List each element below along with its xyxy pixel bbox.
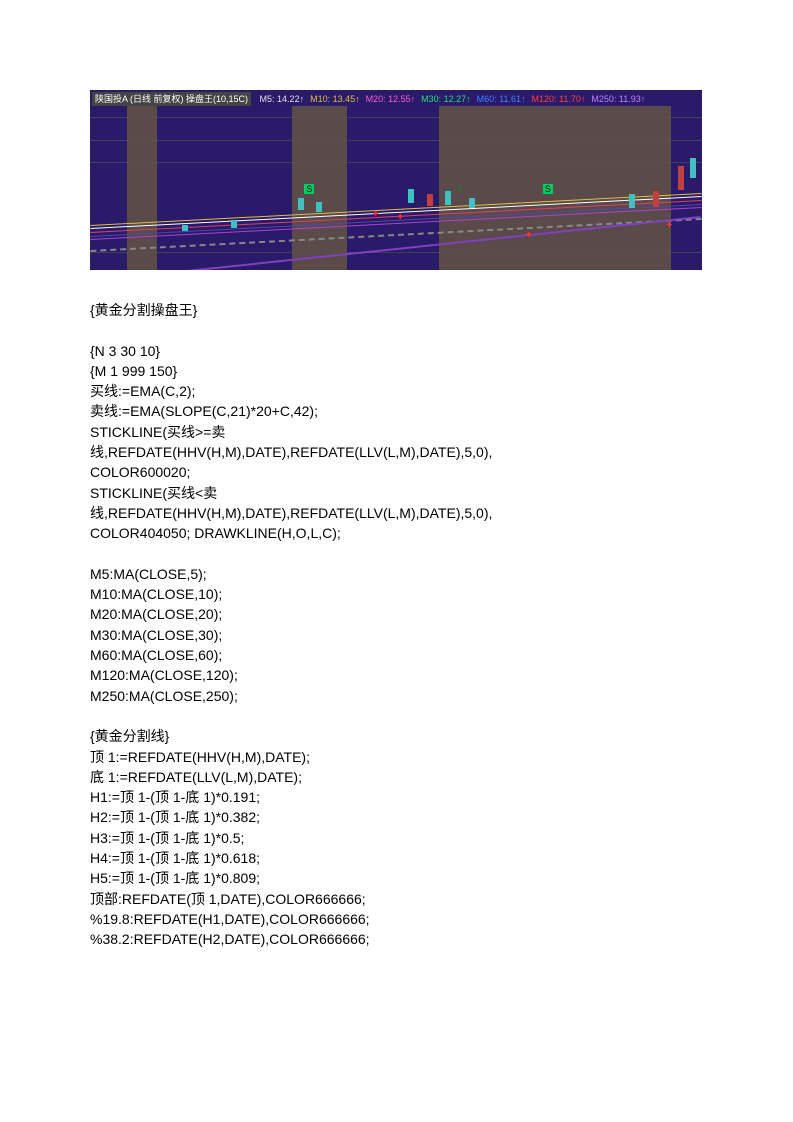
- down-arrow-icon: ↓: [457, 180, 463, 194]
- candle: [629, 194, 635, 208]
- code-line: {N 3 30 10}: [90, 341, 703, 361]
- candle: [231, 220, 237, 228]
- ma-indicator: M5: 14.22: [260, 92, 305, 106]
- code-line: H4:=顶 1-(顶 1-底 1)*0.618;: [90, 848, 703, 868]
- ma-indicator: M60: 11.61: [477, 92, 526, 106]
- candle: [690, 158, 696, 178]
- code-line: H1:=顶 1-(顶 1-底 1)*0.191;: [90, 787, 703, 807]
- chart-title: 陕国投A (日线 前复权) 操盘王(10,15C): [92, 92, 251, 106]
- red-mark-icon: ✦: [665, 220, 673, 231]
- code-line: {M 1 999 150}: [90, 361, 703, 381]
- red-mark-icon: ✦: [396, 212, 404, 223]
- gridline: [90, 162, 702, 163]
- signal-s-label: S: [304, 184, 314, 194]
- background-shade: [439, 106, 672, 270]
- code-line: COLOR404050; DRAWKLINE(H,O,L,C);: [90, 523, 703, 543]
- code-line: M30:MA(CLOSE,30);: [90, 625, 703, 645]
- code-line: 底 1:=REFDATE(LLV(L,M),DATE);: [90, 767, 703, 787]
- code-line: {黄金分割线}: [90, 726, 703, 746]
- background-shade: [292, 106, 347, 270]
- code-line: %19.8:REFDATE(H1,DATE),COLOR666666;: [90, 909, 703, 929]
- background-shade: [127, 106, 158, 270]
- code-block: {黄金分割操盘王} {N 3 30 10}{M 1 999 150}买线:=EM…: [90, 300, 703, 950]
- ma-indicator: M10: 13.45: [310, 92, 360, 106]
- ma-indicator: M20: 12.55: [366, 92, 416, 106]
- code-line: M60:MA(CLOSE,60);: [90, 645, 703, 665]
- chart-header: 陕国投A (日线 前复权) 操盘王(10,15C) M5: 14.22 M10: …: [92, 92, 700, 106]
- code-line: M250:MA(CLOSE,250);: [90, 686, 703, 706]
- candle: [298, 198, 304, 210]
- code-line: 卖线:=EMA(SLOPE(C,21)*20+C,42);: [90, 401, 703, 421]
- gridline: [90, 252, 702, 253]
- code-line: STICKLINE(买线<卖: [90, 483, 703, 503]
- candle: [182, 225, 188, 231]
- ma-indicator: M30: 12.27: [421, 92, 471, 106]
- gridline: [90, 117, 702, 118]
- code-line: STICKLINE(买线>=卖: [90, 422, 703, 442]
- red-mark-icon: ✦: [525, 230, 533, 241]
- ma-indicator: M120: 11.70: [532, 92, 586, 106]
- ma-indicator: M250: 11.93: [591, 92, 645, 106]
- candle: [653, 191, 659, 207]
- code-line: 线,REFDATE(HHV(H,M),DATE),REFDATE(LLV(L,M…: [90, 442, 703, 462]
- code-line: 买线:=EMA(C,2);: [90, 381, 703, 401]
- code-line: 顶部:REFDATE(顶 1,DATE),COLOR666666;: [90, 889, 703, 909]
- code-line: 线,REFDATE(HHV(H,M),DATE),REFDATE(LLV(L,M…: [90, 503, 703, 523]
- code-line: [90, 320, 703, 340]
- gridline: [90, 140, 702, 141]
- signal-s-label: S: [543, 184, 553, 194]
- candle: [316, 202, 322, 212]
- stock-chart: 陕国投A (日线 前复权) 操盘王(10,15C) M5: 14.22 M10: …: [90, 90, 702, 270]
- code-line: M120:MA(CLOSE,120);: [90, 665, 703, 685]
- code-line: H3:=顶 1-(顶 1-底 1)*0.5;: [90, 828, 703, 848]
- code-line: M10:MA(CLOSE,10);: [90, 584, 703, 604]
- candle: [427, 194, 433, 206]
- code-line: M20:MA(CLOSE,20);: [90, 604, 703, 624]
- code-line: %38.2:REFDATE(H2,DATE),COLOR666666;: [90, 929, 703, 949]
- code-line: {黄金分割操盘王}: [90, 300, 703, 320]
- code-line: 顶 1:=REFDATE(HHV(H,M),DATE);: [90, 747, 703, 767]
- candle: [678, 166, 684, 190]
- code-line: COLOR600020;: [90, 462, 703, 482]
- code-line: H5:=顶 1-(顶 1-底 1)*0.809;: [90, 868, 703, 888]
- code-line: [90, 544, 703, 564]
- red-mark-icon: ✦: [372, 209, 380, 220]
- code-line: M5:MA(CLOSE,5);: [90, 564, 703, 584]
- code-line: [90, 706, 703, 726]
- code-line: H2:=顶 1-(顶 1-底 1)*0.382;: [90, 807, 703, 827]
- candle: [445, 191, 451, 205]
- candle: [408, 189, 414, 203]
- candle: [469, 198, 475, 208]
